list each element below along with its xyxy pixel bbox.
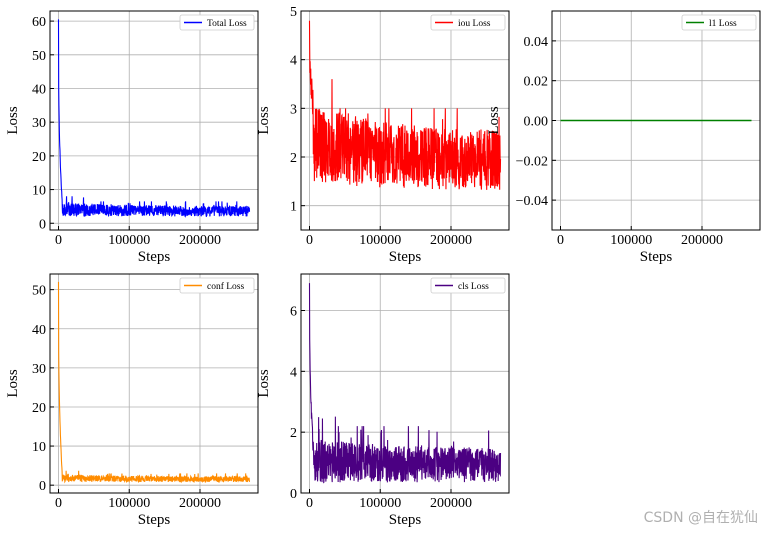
x-tick-label-l1: 0 [557, 233, 564, 248]
x-tick-label-iou: 0 [306, 233, 313, 248]
x-axis-label-cls: Steps [389, 512, 422, 528]
y-tick-label-total: 30 [32, 116, 46, 131]
y-tick-label-total: 40 [32, 82, 46, 97]
y-tick-label-conf: 0 [39, 479, 46, 494]
y-tick-label-total: 20 [32, 150, 46, 165]
y-axis-label-total: Loss [5, 106, 21, 135]
x-tick-label-conf: 100000 [108, 496, 150, 511]
y-tick-label-l1: −0.02 [516, 154, 548, 169]
panel-cls: 0 100000 200000 0 2 4 6 Steps Loss cls Loss [256, 273, 510, 528]
axes-frame-total [49, 10, 259, 231]
legend-label-cls: cls Loss [458, 282, 489, 292]
x-tick-label-conf: 0 [55, 496, 62, 511]
y-tick-label-conf: 30 [32, 362, 46, 377]
y-tick-label-total: 10 [32, 184, 46, 199]
y-tick-label-iou: 5 [290, 5, 297, 20]
y-tick-label-conf: 10 [32, 440, 46, 455]
x-tick-label-total: 100000 [108, 233, 150, 248]
x-axis-label-conf: Steps [138, 512, 171, 528]
y-tick-label-l1: 0.04 [524, 35, 549, 50]
axes-frame-cls [300, 273, 510, 494]
y-tick-label-iou: 4 [290, 54, 297, 69]
x-axis-label-l1: Steps [640, 249, 673, 265]
series-line-cls [308, 283, 502, 484]
y-tick-label-total: 50 [32, 49, 46, 64]
y-tick-label-iou: 2 [290, 151, 297, 166]
legend-box-total [179, 14, 255, 31]
legend-label-iou: iou Loss [458, 19, 491, 29]
axes-frame-iou [300, 10, 510, 231]
y-tick-label-cls: 6 [290, 305, 297, 320]
y-axis-label-l1: Loss [486, 106, 502, 135]
x-axis-label-iou: Steps [389, 249, 422, 265]
series-line-iou [308, 20, 502, 190]
y-tick-label-cls: 4 [290, 365, 297, 380]
x-tick-label-cls: 100000 [359, 496, 401, 511]
series-line-total [57, 19, 251, 218]
y-tick-label-iou: 3 [290, 102, 297, 117]
y-tick-label-l1: −0.04 [516, 194, 548, 209]
y-tick-label-conf: 20 [32, 401, 46, 416]
legend-label-l1: l1 Loss [709, 19, 737, 29]
panel-total: 0 100000 200000 0 10 20 30 40 50 60 Steps Loss Total… [5, 10, 259, 265]
x-tick-label-iou: 200000 [430, 233, 472, 248]
y-tick-label-l1: 0.00 [524, 115, 549, 130]
y-tick-label-l1: 0.02 [524, 75, 549, 90]
x-tick-label-iou: 100000 [359, 233, 401, 248]
legend-box-cls [430, 277, 506, 294]
x-tick-label-cls: 200000 [430, 496, 472, 511]
series-line-conf [57, 281, 251, 484]
x-tick-label-cls: 0 [306, 496, 313, 511]
x-tick-label-l1: 200000 [681, 233, 723, 248]
x-tick-label-conf: 200000 [179, 496, 221, 511]
y-tick-label-conf: 50 [32, 284, 46, 299]
y-axis-label-iou: Loss [256, 106, 272, 135]
panel-l1: 0 100000 200000 −0.04 −0.02 0.00 0.02 0.04 Steps… [486, 10, 761, 265]
y-axis-label-cls: Loss [256, 369, 272, 398]
y-tick-label-total: 60 [32, 15, 46, 30]
y-tick-label-cls: 2 [290, 426, 297, 441]
watermark: CSDN @自在犹仙 [643, 510, 758, 526]
legend-box-l1 [681, 14, 757, 31]
x-tick-label-l1: 100000 [610, 233, 652, 248]
y-tick-label-iou: 1 [290, 200, 297, 215]
x-axis-label-total: Steps [138, 249, 171, 265]
y-tick-label-cls: 0 [290, 487, 297, 502]
y-tick-label-total: 0 [39, 217, 46, 232]
legend-box-conf [179, 277, 255, 294]
y-axis-label-conf: Loss [5, 369, 21, 398]
x-tick-label-total: 0 [55, 233, 62, 248]
panel-iou: 0 100000 200000 1 2 3 4 5 Steps Loss iou Loss [256, 5, 510, 265]
x-tick-label-total: 200000 [179, 233, 221, 248]
panel-conf: 0 100000 200000 0 10 20 30 40 50 Steps Loss conf Lo… [5, 273, 259, 528]
legend-label-conf: conf Loss [207, 281, 245, 292]
y-tick-label-conf: 40 [32, 323, 46, 338]
axes-frame-conf [49, 273, 259, 494]
legend-label-total: Total Loss [207, 19, 247, 29]
legend-box-iou [430, 14, 506, 31]
